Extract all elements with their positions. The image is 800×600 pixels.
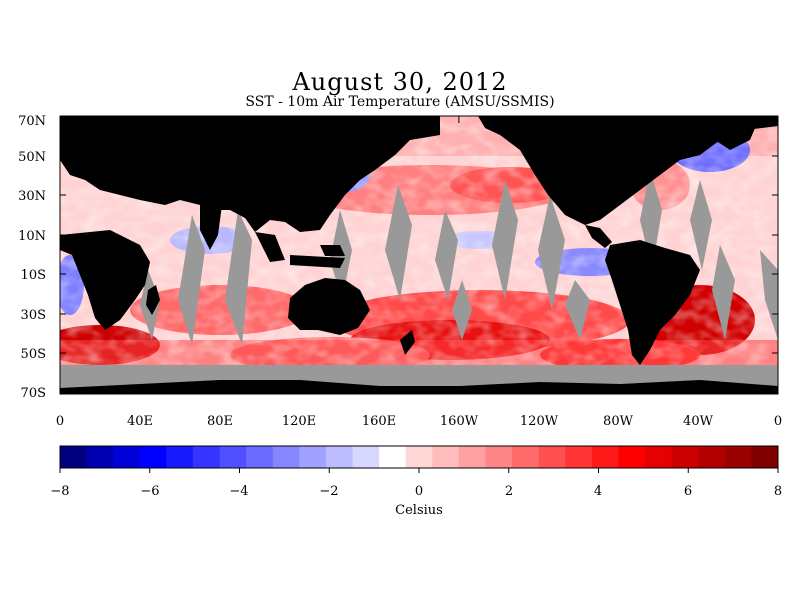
colorbar-tick-label: −2 xyxy=(319,484,338,499)
lat-label: 70N xyxy=(18,114,46,129)
lon-label: 0 xyxy=(56,414,64,429)
lon-label: 40E xyxy=(127,414,153,429)
longitude-ticks xyxy=(59,116,779,394)
colorbar-cell xyxy=(60,446,88,468)
colorbar-cell xyxy=(405,446,433,468)
colorbar-unit-label: Celsius xyxy=(395,503,443,518)
colorbar-cell xyxy=(113,446,141,468)
colorbar-cell xyxy=(565,446,593,468)
lon-label: 120W xyxy=(520,414,559,429)
lon-label: 160E xyxy=(362,414,396,429)
land-masses xyxy=(60,116,778,394)
colorbar-cell xyxy=(166,446,194,468)
colorbar xyxy=(60,446,779,468)
colorbar-cell xyxy=(485,446,513,468)
lat-label: 10S xyxy=(21,268,46,283)
colorbar-cell xyxy=(751,446,779,468)
colorbar-cell xyxy=(379,446,407,468)
colorbar-tick-label: 0 xyxy=(415,484,423,499)
lon-label: 80E xyxy=(207,414,233,429)
lat-label: 50S xyxy=(21,347,46,362)
colorbar-cell xyxy=(299,446,327,468)
colorbar-cell xyxy=(538,446,566,468)
colorbar-tick-label: 8 xyxy=(774,484,782,499)
lat-label: 30N xyxy=(18,189,46,204)
colorbar-tick-label: −8 xyxy=(50,484,69,499)
latitude-ticks xyxy=(60,115,778,394)
colorbar-cell xyxy=(698,446,726,468)
colorbar-cell xyxy=(219,446,247,468)
map-title: August 30, 2012 xyxy=(292,68,508,96)
colorbar-cell xyxy=(192,446,221,468)
colorbar-tick-label: 4 xyxy=(594,484,602,499)
colorbar-cell xyxy=(458,446,486,468)
colorbar-cell xyxy=(512,446,540,468)
colorbar-cell xyxy=(618,446,646,468)
lon-label: 40W xyxy=(683,414,714,429)
colorbar-cell xyxy=(139,446,167,468)
colorbar-tick-label: −6 xyxy=(140,484,159,499)
lon-label: 160W xyxy=(440,414,479,429)
lat-label: 50N xyxy=(18,150,46,165)
colorbar-cell xyxy=(645,446,673,468)
lon-label: 0 xyxy=(774,414,782,429)
colorbar-cell xyxy=(724,446,752,468)
colorbar-cell xyxy=(272,446,300,468)
colorbar-labels: −8 −6 −4 −2 0 2 4 6 8 xyxy=(50,484,782,499)
colorbar-tick-label: −4 xyxy=(229,484,248,499)
colorbar-ticks xyxy=(59,468,779,473)
longitude-labels: 0 40E 80E 120E 160E 160W 120W 80W 40W 0 xyxy=(56,414,782,429)
lon-label: 80W xyxy=(603,414,634,429)
colorbar-cell xyxy=(325,446,354,468)
colorbar-cell xyxy=(432,446,460,468)
colorbar-cell xyxy=(352,446,380,468)
lat-label: 70S xyxy=(21,386,46,401)
map-subtitle: SST - 10m Air Temperature (AMSU/SSMIS) xyxy=(245,94,555,110)
lon-label: 120E xyxy=(282,414,316,429)
lat-label: 30S xyxy=(21,308,46,323)
latitude-labels: 70N 50N 30N 10N 10S 30S 50S 70S xyxy=(18,114,46,401)
colorbar-tick-label: 2 xyxy=(505,484,513,499)
colorbar-cell xyxy=(246,446,274,468)
colorbar-tick-label: 6 xyxy=(684,484,692,499)
lat-label: 10N xyxy=(18,229,46,244)
colorbar-cell xyxy=(591,446,619,468)
colorbar-cell xyxy=(86,446,114,468)
colorbar-cell xyxy=(671,446,699,468)
